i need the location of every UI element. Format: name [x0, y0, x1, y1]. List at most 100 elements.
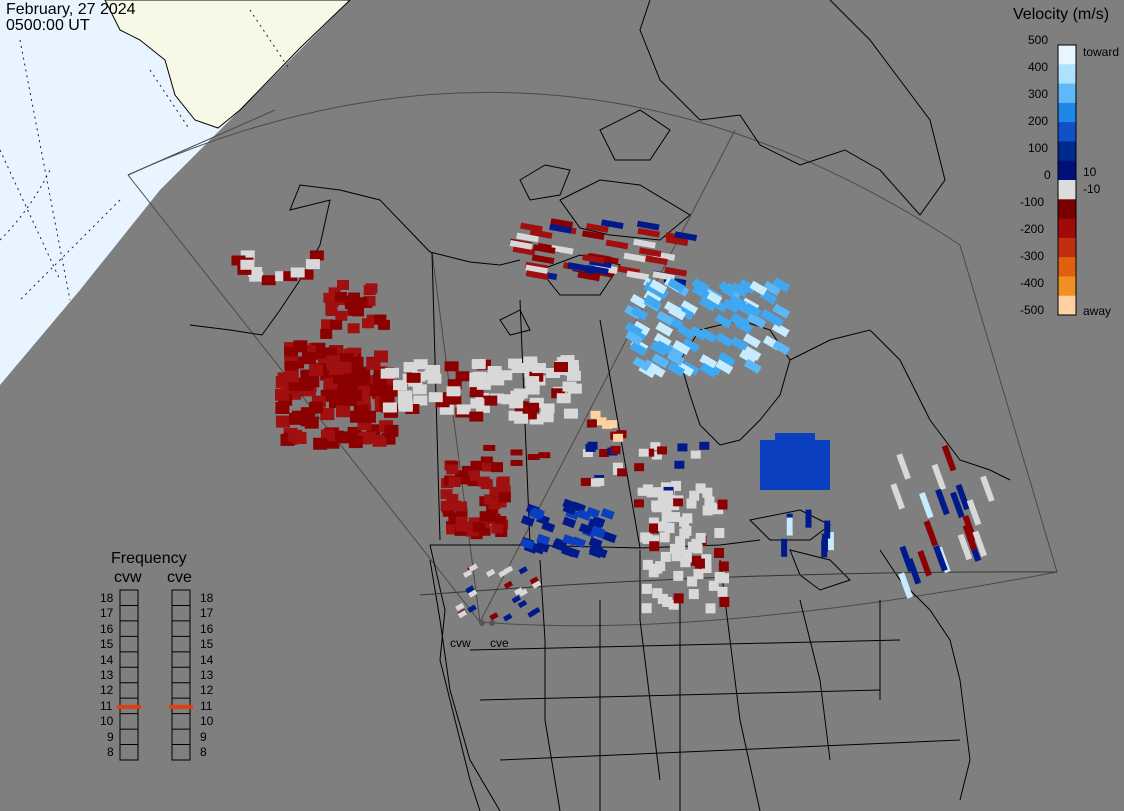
- echo-cell: [489, 486, 502, 497]
- echo-cell: [365, 283, 378, 294]
- echo-cell: [361, 410, 376, 423]
- velocity-tick-label: -10: [1083, 182, 1101, 196]
- frequency-tick-label: 9: [200, 729, 207, 744]
- velocity-tick-label: 400: [1028, 60, 1049, 74]
- echo-cell: [719, 573, 730, 584]
- echo-cell: [742, 333, 761, 349]
- echo-cell: [374, 350, 389, 363]
- echo-cell: [693, 569, 704, 580]
- echo-cell: [896, 453, 911, 480]
- echo-cell: [664, 523, 675, 534]
- echo-cell: [461, 465, 474, 476]
- echo-cell: [917, 550, 932, 577]
- echo-cell: [582, 449, 593, 458]
- frequency-tick-label: 8: [200, 745, 207, 760]
- frequency-title: Frequency: [111, 550, 187, 567]
- echo-cell: [719, 596, 730, 607]
- echo-cell: [623, 252, 647, 263]
- echo-cell: [586, 264, 609, 275]
- echo-cell: [313, 437, 328, 450]
- echo-cell: [309, 250, 324, 261]
- echo-cell: [337, 280, 350, 291]
- echo-cell: [446, 493, 459, 504]
- echo-cell: [231, 255, 246, 266]
- echo-cell: [530, 507, 545, 519]
- echo-cell: [649, 341, 668, 357]
- echo-cell: [607, 420, 618, 429]
- echo-cell: [349, 410, 364, 423]
- colorbar-swatch: [1058, 199, 1076, 220]
- echo-cell: [565, 365, 580, 376]
- echo-cell: [509, 398, 524, 409]
- echo-cell: [347, 292, 360, 303]
- echo-cell: [656, 310, 675, 326]
- echo-cell: [275, 401, 290, 414]
- echo-cell: [644, 448, 655, 457]
- echo-cell: [677, 324, 695, 340]
- echo-cell: [919, 492, 934, 519]
- echo-cell: [479, 511, 492, 522]
- echo-cell: [805, 509, 812, 528]
- echo-cell: [457, 609, 468, 619]
- echo-cell: [525, 270, 549, 280]
- echo-cell: [585, 506, 600, 519]
- frequency-station-cvw: cvw: [114, 569, 142, 586]
- echo-cell: [512, 245, 536, 256]
- echo-cell: [675, 536, 686, 547]
- echo-cell: [532, 244, 556, 254]
- echo-cell: [435, 397, 450, 408]
- echo-cell: [636, 220, 660, 231]
- echo-cell: [714, 313, 733, 329]
- echo-cell: [501, 394, 516, 405]
- echo-cell: [385, 367, 400, 378]
- echo-cell: [650, 442, 661, 451]
- frequency-tick-label: 14: [200, 652, 214, 667]
- echo-cell: [625, 330, 643, 346]
- echo-cell: [602, 420, 613, 429]
- echo-cell: [648, 517, 659, 528]
- echo-cell: [490, 462, 503, 473]
- echo-cell: [393, 380, 408, 391]
- echo-cell: [651, 500, 662, 511]
- echo-cell: [448, 477, 461, 488]
- echo-cell: [488, 372, 503, 383]
- echo-cell: [334, 292, 347, 303]
- echo-cell: [632, 320, 651, 336]
- colorbar-swatch: [1058, 141, 1076, 162]
- echo-cell: [637, 487, 648, 496]
- echo-cell: [643, 294, 662, 310]
- echo-cell: [771, 322, 790, 338]
- echo-cell: [440, 500, 453, 511]
- echo-cell: [510, 459, 523, 466]
- frequency-tick-label: 8: [107, 745, 114, 760]
- echo-cell: [476, 379, 491, 390]
- echo-cell: [275, 415, 290, 428]
- echo-cell: [692, 284, 710, 300]
- echo-cell: [290, 267, 305, 278]
- colorbar-frame: [1057, 44, 1077, 316]
- echo-cell: [527, 454, 540, 461]
- echo-cell: [508, 358, 523, 369]
- echo-cell: [525, 264, 549, 275]
- echo-cell: [508, 410, 523, 421]
- echo-cell: [335, 310, 348, 321]
- echo-cell: [630, 305, 649, 321]
- echo-cell: [738, 278, 757, 294]
- echo-cell: [564, 359, 579, 370]
- echo-cell: [898, 572, 913, 599]
- echo-cell: [674, 460, 685, 469]
- echo-cell: [704, 496, 715, 507]
- echo-cell: [717, 586, 728, 597]
- frequency-tick-label: 10: [100, 714, 114, 729]
- echo-cell: [590, 525, 605, 538]
- echo-cell: [498, 370, 513, 381]
- echo-cell: [955, 483, 971, 511]
- echo-cell: [447, 379, 462, 390]
- colorbar-swatch: [1058, 45, 1076, 65]
- echo-cell: [467, 470, 480, 481]
- velocity-tick-label: 0: [1044, 168, 1051, 182]
- echo-cell: [539, 412, 554, 423]
- echo-cell: [605, 239, 629, 250]
- echo-cell: [428, 392, 443, 403]
- echo-cell: [735, 300, 754, 316]
